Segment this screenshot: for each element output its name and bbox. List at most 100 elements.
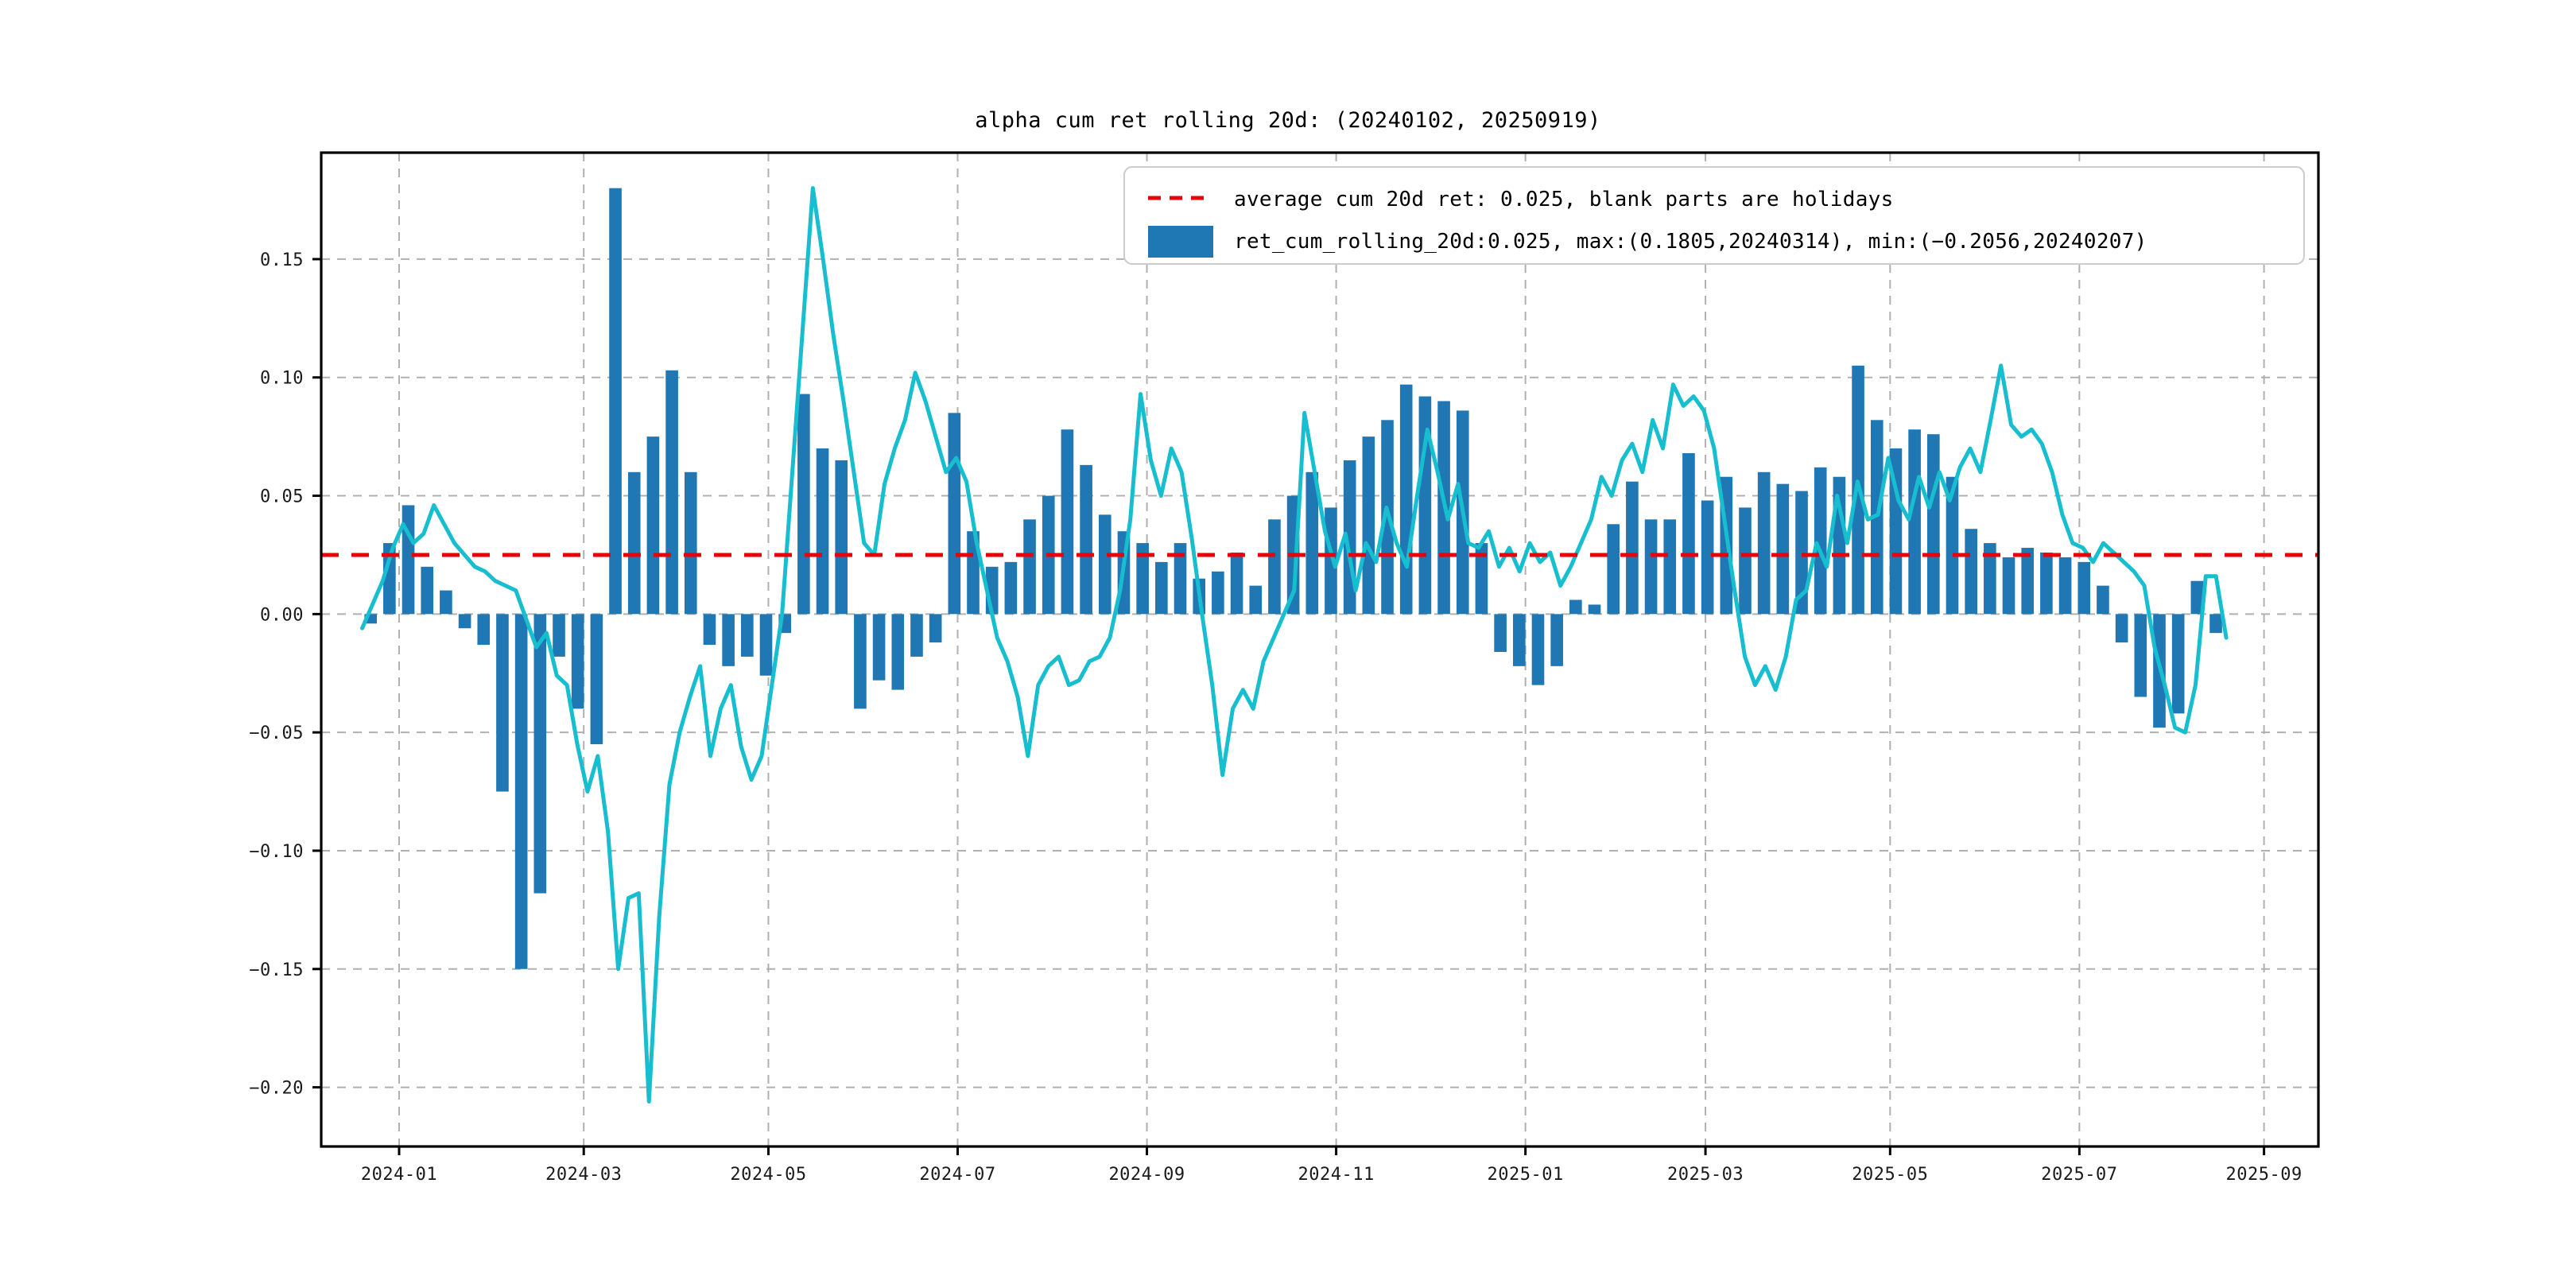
bar <box>816 448 829 615</box>
bar <box>1757 471 1771 615</box>
bar <box>967 531 980 615</box>
bar <box>533 614 547 894</box>
bar <box>477 614 491 646</box>
bar <box>1946 476 1959 615</box>
bar <box>1908 429 1921 615</box>
bar <box>1023 519 1036 615</box>
y-tick-label: 0.10 <box>260 369 304 389</box>
bar <box>646 436 660 615</box>
bar <box>2002 557 2015 615</box>
bar <box>854 614 867 709</box>
axes-spines <box>320 151 2320 1148</box>
bar <box>948 413 961 615</box>
bar <box>741 614 754 657</box>
bar <box>514 614 528 969</box>
bar <box>2115 614 2128 643</box>
bar <box>1136 543 1149 615</box>
bar <box>1644 519 1658 615</box>
bar <box>1607 524 1620 615</box>
bar <box>1531 614 1545 685</box>
bar <box>2097 585 2109 615</box>
chart-legend[interactable]: average cum 20d ret: 0.025, blank parts … <box>1123 166 2305 265</box>
bar <box>1739 507 1752 615</box>
bar <box>383 543 396 615</box>
bar <box>1512 614 1526 666</box>
bar <box>1984 543 1996 615</box>
bar <box>440 590 452 615</box>
bar <box>1004 561 1018 615</box>
bar <box>2058 557 2072 615</box>
y-tick-label: −0.20 <box>249 1079 304 1099</box>
bar <box>1249 585 1263 615</box>
bar <box>835 460 848 615</box>
bar <box>421 566 434 615</box>
bar <box>1230 552 1243 615</box>
bar <box>797 394 810 615</box>
bar <box>722 614 735 666</box>
y-tick-label: −0.05 <box>249 724 304 743</box>
bar <box>2077 561 2091 615</box>
x-tick-label: 2025-07 <box>2041 1165 2117 1185</box>
bar <box>2171 614 2185 714</box>
bar <box>1663 519 1677 615</box>
bar <box>2040 552 2053 615</box>
bar <box>1212 571 1224 615</box>
x-tick-label: 2024-03 <box>545 1165 622 1185</box>
bar <box>684 471 697 615</box>
bar <box>759 614 773 676</box>
bar <box>1926 434 1940 615</box>
bar <box>2190 580 2204 615</box>
bar <box>1080 464 1092 615</box>
legend-background <box>1123 166 2305 265</box>
bar <box>1814 467 1827 615</box>
bar <box>1588 604 1601 615</box>
bar <box>2134 614 2147 697</box>
bar <box>1174 543 1187 615</box>
bar <box>1494 614 1507 652</box>
y-axis-ticks: 0.15 0.10 0.05 0.00 −0.05 −0.10 −0.15 −0.20 <box>249 250 321 1099</box>
bar <box>590 614 603 745</box>
bar <box>1626 481 1639 615</box>
daily-return-line <box>360 186 2229 1104</box>
bar <box>1362 436 1375 615</box>
y-tick-label: 0.05 <box>260 487 304 507</box>
bar <box>1776 483 1790 615</box>
legend-label-series: ret_cum_rolling_20d:0.025, max:(0.1805,2… <box>1234 230 2147 254</box>
legend-marker-bar-swatch <box>1148 226 1213 258</box>
bar <box>402 505 415 615</box>
bar <box>2021 548 2035 615</box>
bar <box>609 188 622 615</box>
bar-series <box>364 188 2222 969</box>
y-tick-label: 0.00 <box>260 605 304 625</box>
bar <box>1399 384 1413 615</box>
y-tick-label: −0.10 <box>249 842 304 862</box>
bar <box>1061 429 1074 615</box>
x-tick-label: 2025-03 <box>1667 1165 1744 1185</box>
x-tick-label: 2024-01 <box>361 1165 437 1185</box>
x-tick-label: 2024-09 <box>1108 1165 1185 1185</box>
y-tick-label: −0.15 <box>249 960 304 980</box>
bar <box>1965 529 1977 615</box>
x-axis-ticks: 2024-01 2024-03 2024-05 2024-07 2024-09 2024-… <box>361 1146 2302 1185</box>
x-tick-label: 2025-09 <box>2225 1165 2302 1185</box>
bar <box>458 614 471 629</box>
bar <box>553 614 565 657</box>
bar <box>2209 614 2222 634</box>
x-tick-label: 2024-05 <box>730 1165 806 1185</box>
bar <box>1550 614 1563 666</box>
bar <box>1268 519 1281 615</box>
chart-title: alpha cum ret rolling 20d: (20240102, 20… <box>975 108 1601 133</box>
bar <box>1418 396 1432 615</box>
bar <box>665 370 678 615</box>
bar <box>1701 500 1714 615</box>
x-tick-label: 2024-07 <box>919 1165 995 1185</box>
bar <box>891 614 905 690</box>
bar <box>1682 452 1695 615</box>
bar <box>1475 543 1488 615</box>
x-tick-label: 2024-11 <box>1298 1165 1374 1185</box>
bar <box>364 614 378 624</box>
bar <box>571 614 584 709</box>
bar <box>929 614 942 643</box>
